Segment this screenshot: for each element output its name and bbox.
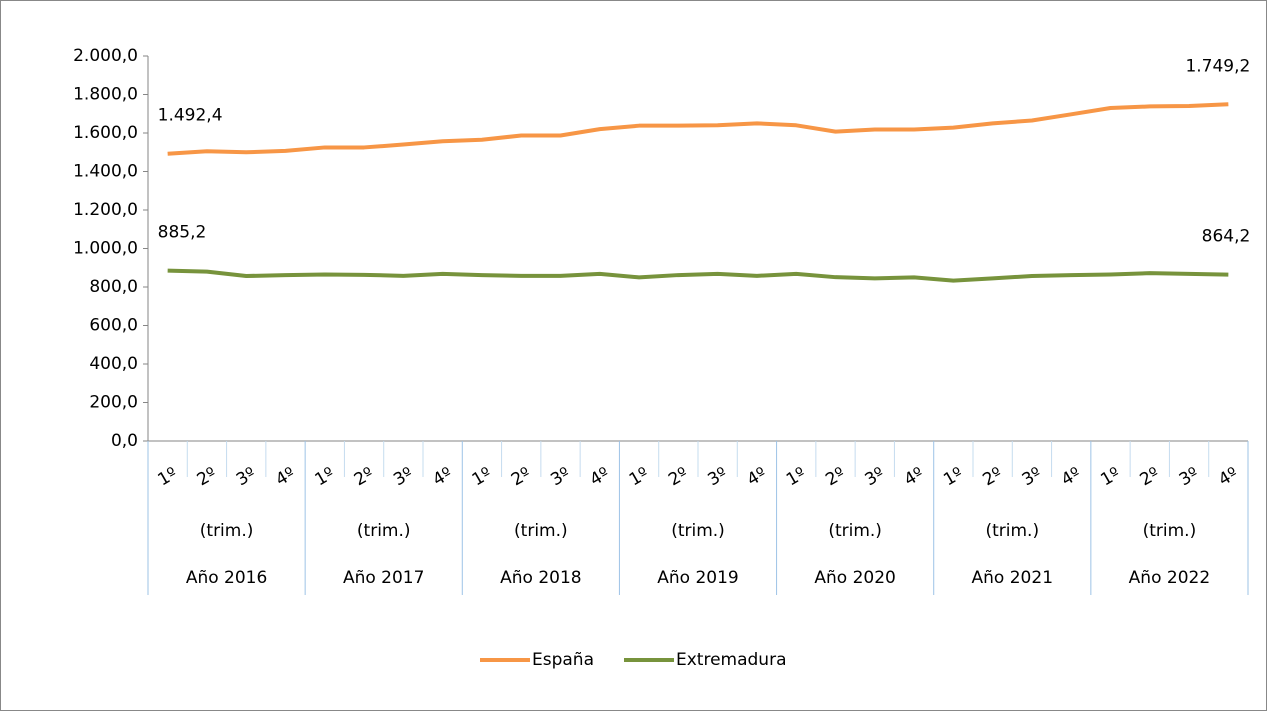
y-tick-label: 600,0: [89, 316, 138, 336]
y-tick-label: 2.000,0: [73, 46, 138, 66]
group-year-label: Año 2016: [186, 568, 267, 588]
y-tick-label: 0,0: [111, 431, 138, 451]
group-period-label: (trim.): [514, 521, 568, 541]
y-tick-label: 200,0: [89, 393, 138, 413]
legend-label: España: [532, 650, 594, 670]
data-label: 885,2: [158, 223, 207, 243]
series-line: [167, 268, 1229, 283]
y-tick-label: 1.200,0: [73, 200, 138, 220]
y-tick-label: 800,0: [89, 277, 138, 297]
data-label: 1.492,4: [158, 106, 223, 126]
group-year-label: Año 2018: [500, 568, 581, 588]
group-period-label: (trim.): [200, 521, 254, 541]
group-year-label: Año 2022: [1129, 568, 1210, 588]
group-period-label: (trim.): [1143, 521, 1197, 541]
series-line: [167, 102, 1229, 156]
group-year-label: Año 2020: [814, 568, 895, 588]
group-year-label: Año 2021: [972, 568, 1053, 588]
data-label: 864,2: [1202, 227, 1251, 247]
data-label: 1.749,2: [1185, 56, 1250, 76]
group-period-label: (trim.): [671, 521, 725, 541]
y-tick-label: 1.800,0: [73, 85, 138, 105]
y-tick-label: 1.600,0: [73, 123, 138, 143]
group-year-label: Año 2017: [343, 568, 424, 588]
group-period-label: (trim.): [357, 521, 411, 541]
y-tick-label: 1.400,0: [73, 162, 138, 182]
group-period-label: (trim.): [828, 521, 882, 541]
legend-label: Extremadura: [676, 650, 787, 670]
y-tick-label: 1.000,0: [73, 239, 138, 259]
y-tick-label: 400,0: [89, 354, 138, 374]
group-year-label: Año 2019: [657, 568, 738, 588]
group-period-label: (trim.): [985, 521, 1039, 541]
